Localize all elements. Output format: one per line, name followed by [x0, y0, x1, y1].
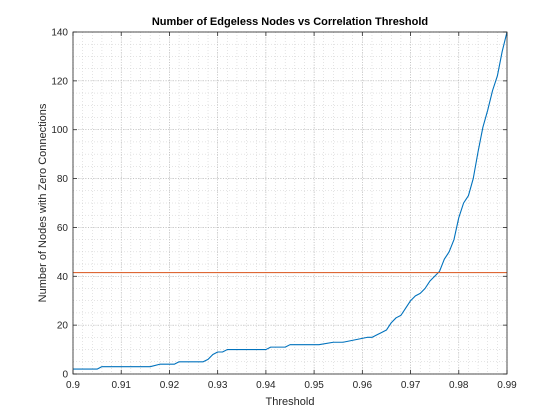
- axes-box: [72, 31, 508, 375]
- y-tick-label: 100: [51, 125, 68, 136]
- y-tick-label: 140: [51, 28, 68, 39]
- x-tick-label: 0.9: [66, 380, 80, 391]
- x-tick-label: 0.97: [401, 380, 421, 391]
- series-layer: [73, 31, 508, 370]
- x-tick-label: 0.91: [111, 380, 131, 391]
- y-tick-label: 80: [57, 174, 69, 185]
- grid: [72, 31, 508, 375]
- x-tick-label: 0.92: [160, 380, 180, 391]
- x-tick-label: 0.94: [256, 380, 276, 391]
- x-axis-label: Threshold: [266, 396, 315, 408]
- x-tick-label: 0.95: [304, 380, 324, 391]
- x-tick-label: 0.99: [497, 380, 517, 391]
- edgeless-nodes-line: [73, 31, 508, 370]
- y-axis-label: Number of Nodes with Zero Connections: [37, 103, 49, 302]
- x-tick-label: 0.93: [208, 380, 228, 391]
- y-tick-label: 120: [51, 76, 68, 87]
- chart-title: Number of Edgeless Nodes vs Correlation …: [152, 16, 428, 28]
- x-tick-label: 0.96: [353, 380, 373, 391]
- ticks: 0.9 0.91 0.92 0.93 0.94 0.95 0.96 0.97 0.98 0.99 0…: [51, 28, 517, 392]
- y-tick-label: 60: [57, 223, 69, 234]
- x-tick-label: 0.98: [449, 380, 469, 391]
- y-tick-label: 20: [57, 321, 69, 332]
- y-tick-label: 40: [57, 272, 69, 283]
- y-tick-label: 0: [62, 370, 68, 381]
